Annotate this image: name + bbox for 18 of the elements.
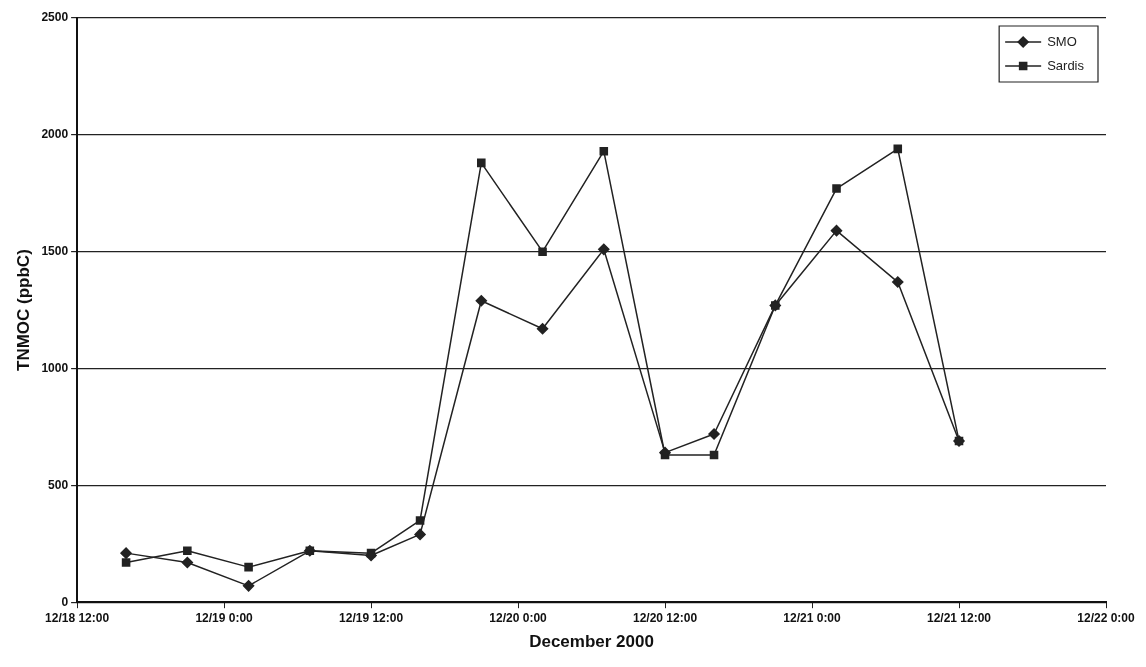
x-tick-label: 12/21 12:00 — [926, 610, 992, 625]
x-tick-label: 12/20 0:00 — [489, 610, 548, 625]
x-tick-label: 12/18 12:00 — [45, 610, 110, 625]
y-tick-label: 0 — [61, 594, 69, 609]
y-tick-label: 1500 — [41, 243, 69, 258]
x-axis-title: December 2000 — [529, 632, 654, 652]
y-tick-label: 500 — [48, 477, 69, 492]
x-tick-label: 12/19 0:00 — [195, 610, 254, 625]
y-tick-label: 2500 — [41, 10, 69, 25]
x-tick-label: 12/19 12:00 — [339, 610, 404, 625]
y-axis-title: TNMOC (ppbC) — [13, 249, 33, 372]
x-tick-label: 12/21 0:00 — [783, 610, 842, 625]
x-tick-label: 12/20 12:00 — [633, 610, 698, 625]
legend-label: Sardis — [1047, 57, 1085, 73]
x-tick-label: 12/22 0:00 — [1077, 610, 1136, 625]
legend-label: SMO — [1047, 33, 1077, 49]
y-tick-label: 1000 — [41, 360, 69, 375]
y-tick-label: 2000 — [41, 127, 69, 142]
